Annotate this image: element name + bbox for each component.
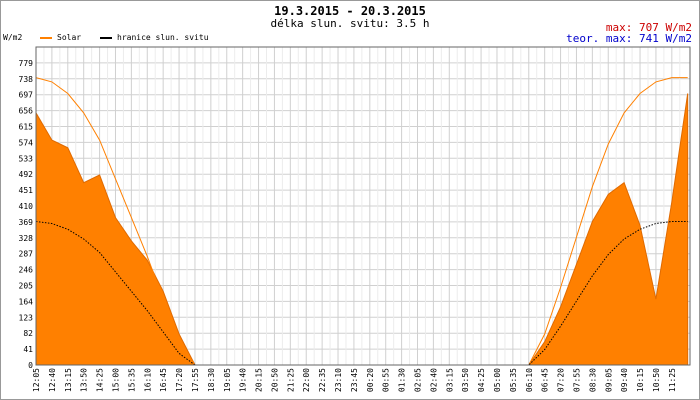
y-tick-label: 451 (19, 186, 34, 195)
legend-limit-swatch (100, 36, 112, 39)
x-tick-label: 02:40 (429, 368, 438, 392)
x-tick-label: 10:50 (652, 368, 661, 392)
stat-max-label: max: (605, 21, 633, 34)
x-tick-label: 23:10 (334, 368, 343, 392)
y-tick-label: 369 (19, 218, 34, 227)
x-tick-label: 20:50 (270, 368, 279, 392)
x-tick-label: 03:50 (461, 368, 470, 392)
x-tick-label: 02:05 (414, 368, 423, 392)
y-tick-label: 410 (19, 202, 34, 211)
x-tick-label: 15:35 (127, 368, 136, 392)
legend-solar-swatch (40, 36, 52, 39)
y-tick-label: 287 (19, 250, 34, 259)
x-tick-label: 17:55 (191, 368, 200, 392)
x-tick-label: 11:25 (668, 368, 677, 392)
y-axis-units: W/m2 (3, 33, 23, 42)
x-tick-label: 05:35 (509, 368, 518, 392)
plot-border (35, 46, 691, 366)
x-tick-label: 16:45 (159, 368, 168, 392)
y-tick-label: 246 (19, 266, 34, 275)
x-tick-label: 00:55 (382, 368, 391, 392)
legend-limit-label: hranice slun. svitu (117, 33, 209, 42)
x-tick-label: 21:25 (286, 368, 295, 392)
y-tick-label: 164 (19, 297, 34, 306)
stat-teor: teor. max: 741 W/m2 (566, 32, 692, 45)
stat-max-value: 707 W/m2 (639, 21, 692, 34)
y-tick-label: 697 (19, 91, 34, 100)
x-tick-label: 01:30 (398, 368, 407, 392)
x-tick-label: 18:30 (207, 368, 216, 392)
y-tick-label: 123 (19, 313, 34, 322)
x-tick-label: 20:15 (255, 368, 264, 392)
x-tick-label: 12:05 (32, 368, 41, 392)
x-tick-label: 07:55 (572, 368, 581, 392)
legend-limit: hranice slun. svitu (100, 33, 209, 42)
x-tick-label: 08:30 (588, 368, 597, 392)
y-tick-label: 41 (23, 345, 33, 354)
stat-teor-value: 741 W/m2 (639, 32, 692, 45)
stat-max: max: 707 W/m2 (606, 21, 692, 34)
x-tick-label: 04:25 (477, 368, 486, 392)
chart-title: 19.3.2015 - 20.3.2015 (274, 4, 426, 18)
x-tick-label: 22:00 (302, 368, 311, 392)
x-tick-label: 13:15 (64, 368, 73, 392)
y-tick-label: 574 (19, 138, 34, 147)
x-tick-label: 03:15 (445, 368, 454, 392)
legend-solar-label: Solar (57, 33, 82, 42)
x-tick-label: 19:05 (223, 368, 232, 392)
x-tick-label: 23:45 (350, 368, 359, 392)
x-tick-label: 16:10 (143, 368, 152, 392)
legend-solar: Solar (40, 33, 81, 42)
x-tick-label: 12:40 (48, 368, 57, 392)
x-tick-label: 06:45 (541, 368, 550, 392)
stat-teor-label: teor. max: (566, 32, 633, 45)
x-tick-label: 22:35 (318, 368, 327, 392)
x-tick-label: 19:40 (239, 368, 248, 392)
y-tick-label: 615 (19, 123, 34, 132)
y-tick-label: 205 (19, 282, 34, 291)
x-tick-label: 09:40 (620, 368, 629, 392)
x-tick-label: 00:20 (366, 368, 375, 392)
y-tick-label: 656 (19, 107, 34, 116)
y-tick-label: 533 (19, 154, 34, 163)
y-tick-label: 328 (19, 234, 34, 243)
y-tick-label: 82 (23, 329, 33, 338)
x-tick-label: 17:20 (175, 368, 184, 392)
x-tick-label: 13:50 (80, 368, 89, 392)
y-tick-label: 779 (19, 59, 34, 68)
x-tick-label: 06:10 (525, 368, 534, 392)
y-tick-label: 0 (28, 361, 33, 370)
y-tick-label: 492 (19, 170, 34, 179)
chart-subtitle: délka slun. svitu: 3.5 h (270, 17, 430, 30)
y-tick-label: 738 (19, 75, 34, 84)
x-tick-label: 05:00 (493, 368, 502, 392)
x-tick-label: 07:20 (557, 368, 566, 392)
x-tick-label: 15:00 (111, 368, 120, 392)
x-tick-label: 14:25 (96, 368, 105, 392)
x-tick-label: 10:15 (636, 368, 645, 392)
x-tick-label: 09:05 (604, 368, 613, 392)
